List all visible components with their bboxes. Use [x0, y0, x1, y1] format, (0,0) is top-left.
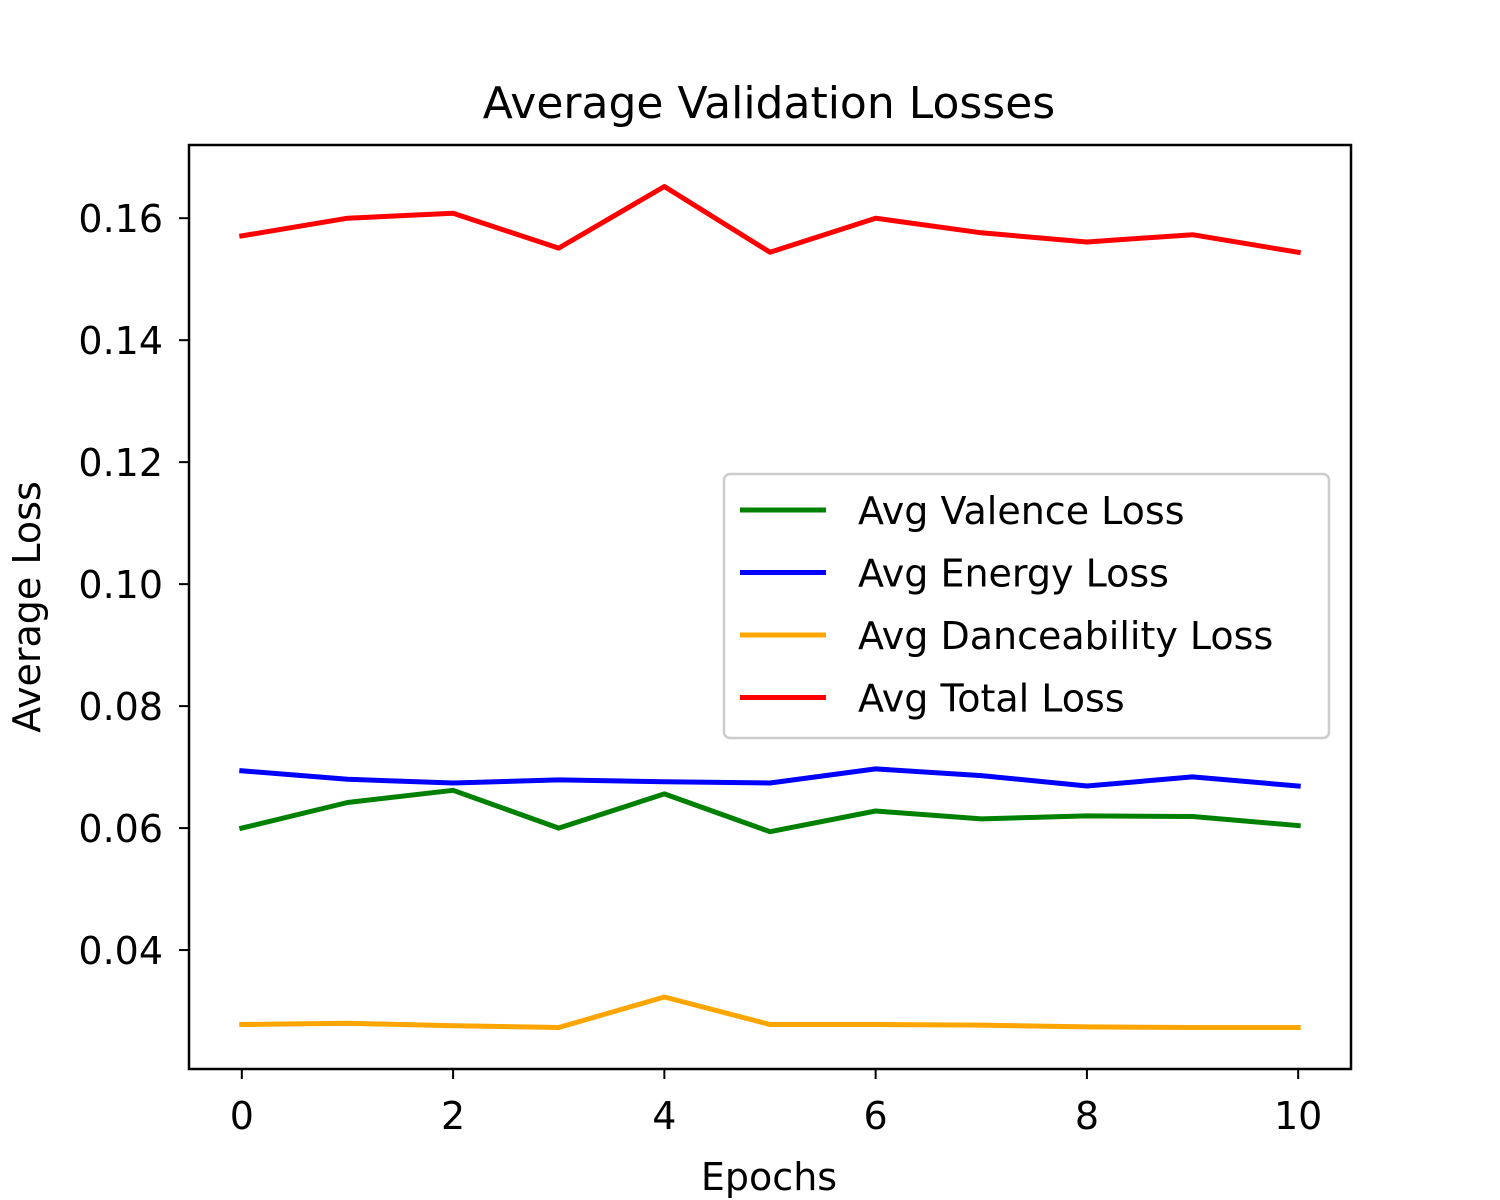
chart-title: Average Validation Losses [483, 78, 1055, 129]
plot-area-frame [187, 143, 1353, 1071]
x-tick-label: 2 [441, 1094, 465, 1138]
legend-label-avg-valence-loss: Avg Valence Loss [858, 489, 1185, 533]
x-tick-label: 8 [1075, 1094, 1099, 1138]
x-axis-label: Epochs [701, 1155, 837, 1199]
y-tick-label: 0.08 [78, 685, 163, 729]
legend: Avg Valence Loss Avg Energy Loss Avg Dance… [722, 472, 1331, 740]
legend-label-avg-total-loss: Avg Total Loss [858, 677, 1125, 721]
series-line-avg-energy-loss [239, 766, 1301, 789]
legend-label-avg-energy-loss: Avg Energy Loss [858, 552, 1169, 596]
x-tick-label: 6 [864, 1094, 888, 1138]
y-tick-label: 0.14 [78, 319, 163, 363]
y-tick-label: 0.06 [78, 807, 163, 851]
y-tick-label: 0.10 [78, 563, 163, 607]
x-axis-ticks: 0 2 4 6 8 10 [230, 1069, 1322, 1138]
legend-label-avg-danceability-loss: Avg Danceability Loss [858, 614, 1273, 658]
x-tick-label: 10 [1274, 1094, 1322, 1138]
series-line-avg-valence-loss [238, 787, 1301, 835]
x-tick-label: 4 [652, 1094, 676, 1138]
y-axis-ticks: 0.04 0.06 0.08 0.10 0.12 0.14 0.16 [78, 197, 189, 973]
series-line-avg-danceability-loss [239, 994, 1301, 1030]
y-axis-label: Average Loss [5, 481, 49, 732]
series-layer [238, 184, 1302, 1030]
legend-box [722, 472, 1331, 740]
y-tick-label: 0.04 [78, 929, 163, 973]
x-tick-label: 0 [230, 1094, 254, 1138]
y-tick-label: 0.12 [78, 441, 163, 485]
y-tick-label: 0.16 [78, 197, 163, 241]
series-line-avg-total-loss [238, 184, 1302, 256]
